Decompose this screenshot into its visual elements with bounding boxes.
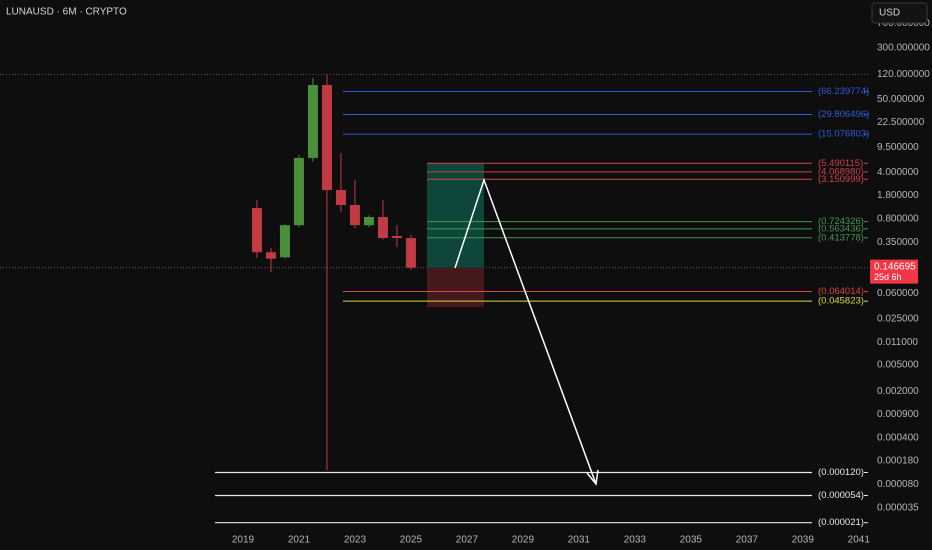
- symbol-title: LUNAUSD · 6M · CRYPTO: [6, 7, 127, 18]
- x-tick-label: 2029: [512, 535, 535, 546]
- x-tick-label: 2031: [568, 535, 591, 546]
- y-tick-label: 0.025000: [877, 313, 919, 324]
- level-label: (0.563436): [818, 223, 864, 234]
- y-tick-label: 0.060000: [877, 288, 919, 299]
- level-label: (66.239774): [818, 86, 869, 97]
- level-label: (0.045823): [818, 296, 864, 307]
- y-tick-label: 22.500000: [877, 117, 925, 128]
- y-tick-label: 1.800000: [877, 190, 919, 201]
- x-tick-label: 2041: [848, 535, 871, 546]
- candle-body: [279, 225, 290, 258]
- projection-arrow: [454, 177, 597, 485]
- candle-body: [307, 84, 318, 158]
- y-tick-label: 0.350000: [877, 237, 919, 248]
- y-tick-label: 0.000400: [877, 432, 919, 443]
- candle-body: [349, 204, 360, 226]
- y-tick-label: 9.500000: [877, 142, 919, 153]
- level-label: (0.064014): [818, 286, 864, 297]
- level-label: (0.000054): [818, 490, 864, 501]
- last-price-label: 0.146695: [874, 261, 916, 272]
- candle-body: [321, 84, 332, 190]
- x-tick-label: 2037: [736, 535, 759, 546]
- level-label: (5.490115): [818, 158, 863, 169]
- candle-body: [335, 189, 346, 205]
- y-tick-label: 300.000000: [877, 43, 930, 54]
- plot-area: [0, 73, 870, 524]
- y-tick-label: 700.000000: [877, 18, 930, 29]
- y-tick-label: 120.000000: [877, 69, 930, 80]
- level-label: (0.413778): [818, 232, 864, 243]
- last-price-box: [870, 259, 918, 284]
- level-label: (0.000120): [818, 467, 864, 478]
- x-tick-label: 2019: [232, 535, 255, 546]
- y-tick-label: 4.000000: [877, 167, 919, 178]
- x-tick-label: 2027: [456, 535, 479, 546]
- y-tick-label: 0.800000: [877, 213, 919, 224]
- loss-zone: [427, 267, 484, 308]
- countdown-label: 25d 6h: [874, 272, 902, 282]
- y-tick-label: 0.011000: [877, 337, 918, 348]
- level-label: (15.076803): [818, 129, 869, 140]
- candle-body: [377, 217, 388, 239]
- x-tick-label: 2021: [288, 535, 311, 546]
- y-tick-label: 0.000180: [877, 455, 919, 466]
- x-tick-label: 2023: [344, 535, 367, 546]
- candle-body: [293, 157, 304, 226]
- y-tick-label: 0.000080: [877, 479, 919, 490]
- y-tick-label: 0.002000: [877, 386, 919, 397]
- profit-zone: [427, 163, 484, 268]
- arrow-head: [586, 469, 599, 486]
- candle-body: [251, 208, 262, 253]
- currency-button[interactable]: [871, 2, 928, 24]
- level-label: (3.150999): [818, 174, 864, 185]
- candle-body: [405, 238, 416, 268]
- level-label: (0.000021): [818, 517, 864, 528]
- x-tick-label: 2033: [624, 535, 647, 546]
- y-tick-label: 50.000000: [877, 94, 925, 105]
- candle-body: [363, 217, 374, 226]
- level-label: (29.806496): [818, 109, 869, 120]
- candle-body: [265, 252, 276, 259]
- x-tick-label: 2039: [792, 535, 815, 546]
- level-label: (0.724326): [818, 216, 864, 227]
- currency-label[interactable]: USD: [879, 8, 900, 19]
- x-tick-label: 2025: [400, 535, 423, 546]
- y-tick-label: 0.005000: [877, 360, 919, 371]
- level-label: (4.068980): [818, 166, 864, 177]
- candle-body: [391, 235, 402, 239]
- y-tick-label: 0.000900: [877, 409, 919, 420]
- y-tick-label: 0.000035: [877, 503, 919, 514]
- x-tick-label: 2035: [680, 535, 703, 546]
